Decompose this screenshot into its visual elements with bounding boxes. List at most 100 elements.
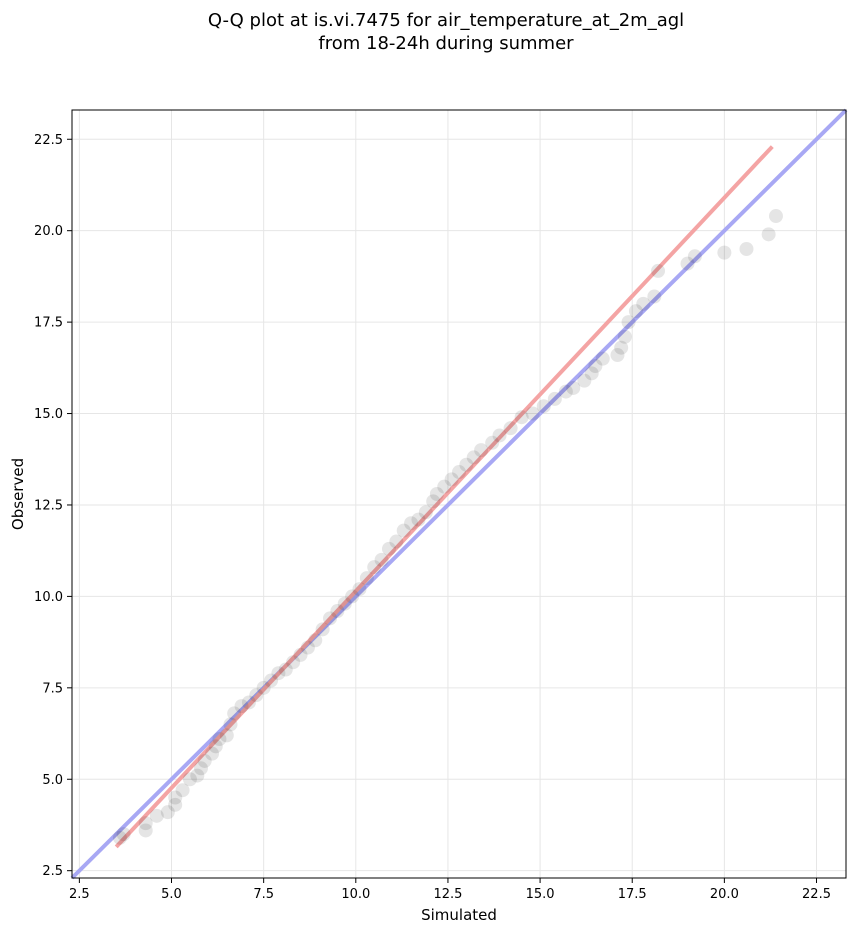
data-point <box>160 805 175 820</box>
data-point <box>466 450 481 465</box>
data-point <box>577 373 592 388</box>
data-point <box>223 717 238 732</box>
data-point <box>286 655 301 670</box>
data-point <box>525 406 540 421</box>
data-point <box>197 753 212 768</box>
data-point <box>182 772 197 787</box>
x-axis-label: Simulated <box>421 906 497 924</box>
data-point <box>308 633 323 648</box>
data-point <box>628 304 643 319</box>
data-point <box>315 622 330 637</box>
data-point <box>429 487 444 501</box>
data-point <box>768 209 783 224</box>
y-tick-label: 5.0 <box>42 773 63 788</box>
x-tick-label: 22.5 <box>802 887 831 902</box>
data-point <box>636 296 651 311</box>
data-point <box>249 688 264 703</box>
data-point <box>680 256 695 271</box>
data-point <box>323 611 337 626</box>
data-points <box>112 209 783 845</box>
trend-lines <box>70 108 848 880</box>
y-tick-label: 22.5 <box>34 133 63 148</box>
data-point <box>138 816 153 831</box>
data-point <box>411 512 426 527</box>
data-point <box>437 479 452 494</box>
data-point <box>418 505 433 520</box>
data-point <box>621 315 636 330</box>
y-axis-label: Observed <box>9 458 27 530</box>
data-point <box>503 421 518 436</box>
data-point <box>452 465 466 480</box>
fit-line <box>114 145 774 849</box>
data-point <box>610 348 625 363</box>
chart-title-line2: from 18-24h during summer <box>318 33 574 54</box>
data-point <box>208 739 223 754</box>
data-point <box>112 830 127 845</box>
x-tick-label: 2.5 <box>69 887 90 902</box>
x-tick-label: 5.0 <box>161 887 182 902</box>
data-point <box>330 604 345 619</box>
data-point <box>241 695 256 710</box>
data-point <box>485 435 500 450</box>
data-point <box>717 245 732 260</box>
data-point <box>396 523 411 538</box>
chart-title-line1: Q-Q plot at is.vi.7475 for air_temperatu… <box>208 10 684 31</box>
data-point <box>389 534 404 549</box>
data-point <box>300 640 315 655</box>
y-tick-label: 2.5 <box>42 864 63 879</box>
data-point <box>175 783 190 798</box>
x-tick-label: 15.0 <box>526 887 555 902</box>
data-point <box>256 680 271 695</box>
data-point <box>212 732 227 747</box>
y-axis-ticks: 2.5 5.0 7.5 10.0 12.5 15.0 17.5 20.0 22.5 <box>34 133 72 879</box>
data-point <box>219 728 234 743</box>
y-tick-label: 15.0 <box>34 407 63 422</box>
data-point <box>588 359 603 373</box>
data-point <box>352 582 367 597</box>
data-point <box>168 797 183 812</box>
x-tick-label: 12.5 <box>433 887 462 902</box>
reference-line <box>70 108 848 880</box>
data-point <box>514 410 529 425</box>
plot-frame <box>71 109 847 879</box>
data-point <box>651 263 666 278</box>
data-point <box>404 516 419 531</box>
data-point <box>492 428 507 443</box>
data-point <box>426 494 441 509</box>
data-point <box>359 571 374 586</box>
data-point <box>614 340 629 355</box>
data-point <box>264 673 279 688</box>
data-point <box>474 443 489 458</box>
y-tick-label: 20.0 <box>34 224 63 239</box>
data-point <box>293 647 308 662</box>
data-point <box>584 366 599 381</box>
data-point <box>138 823 153 838</box>
x-tick-label: 17.5 <box>618 887 647 902</box>
data-point <box>116 827 131 842</box>
data-point <box>687 249 702 264</box>
data-point <box>337 596 352 611</box>
data-point <box>345 589 360 604</box>
data-point <box>374 552 389 567</box>
data-point <box>278 662 293 677</box>
y-tick-label: 12.5 <box>34 498 63 513</box>
data-point <box>536 399 551 414</box>
data-point <box>190 768 205 783</box>
data-point <box>227 706 242 721</box>
data-point <box>547 391 562 406</box>
data-point <box>168 790 183 805</box>
data-point <box>647 289 662 304</box>
data-point <box>459 457 474 472</box>
data-point <box>558 384 573 399</box>
x-tick-label: 10.0 <box>341 887 370 902</box>
data-point <box>194 761 208 776</box>
data-point <box>566 380 581 395</box>
data-point <box>234 699 249 714</box>
data-point <box>205 746 220 761</box>
data-point <box>617 329 632 344</box>
grid-lines <box>72 110 846 878</box>
x-tick-label: 7.5 <box>253 887 274 902</box>
data-point <box>595 351 610 366</box>
data-point <box>271 666 286 681</box>
data-point <box>444 472 459 487</box>
